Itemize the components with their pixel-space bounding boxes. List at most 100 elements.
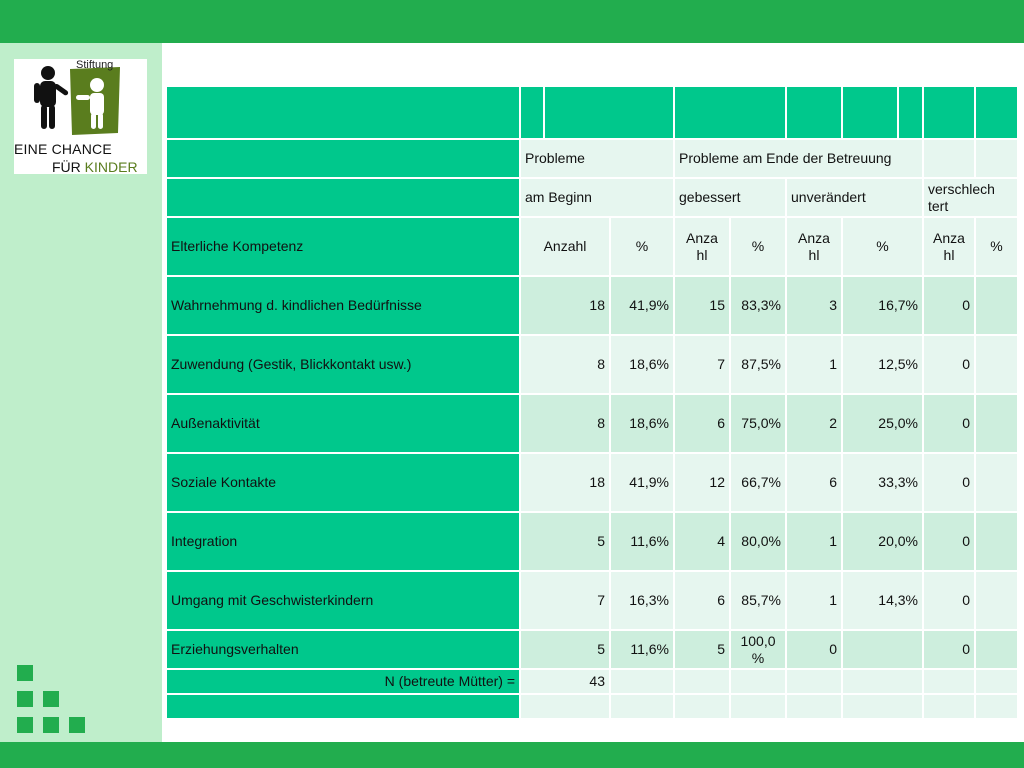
cell-verschlechtert-pct (974, 334, 1019, 395)
col-pct: % (974, 216, 1019, 277)
col-pct: % (609, 216, 675, 277)
logo-fuer-text: FÜR (52, 159, 85, 175)
table-row: Umgang mit Geschwisterkindern 7 16,3% 6 … (165, 570, 1019, 631)
row-label: Umgang mit Geschwisterkindern (165, 570, 521, 631)
header-probleme-ende: Probleme am Ende der Betreuung (673, 138, 924, 179)
cell-gebessert: 7 (673, 334, 731, 395)
cell-unveraendert: 1 (785, 334, 843, 395)
row-label: Wahrnehmung d. kindlichen Bedürfnisse (165, 275, 521, 336)
decor-square (69, 717, 85, 733)
cell-gebessert: 6 (673, 570, 731, 631)
cell-anzahl: 7 (519, 570, 611, 631)
logo-title-line2: FÜR KINDER (52, 159, 138, 175)
cell-unveraendert-pct: 20,0% (841, 511, 924, 572)
cell-gebessert-pct: 80,0% (729, 511, 787, 572)
footer-row-n: N (betreute Mütter) = 43 (165, 668, 1019, 695)
table-row: Soziale Kontakte 18 41,9% 12 66,7% 6 33,… (165, 452, 1019, 513)
cell-unveraendert: 3 (785, 275, 843, 336)
cell-verschlechtert: 0 (922, 334, 976, 395)
table-title: Elterliche Kompetenz (165, 216, 521, 277)
cell-verschlechtert-pct (974, 393, 1019, 454)
col-anzahl: Anza hl (922, 216, 976, 277)
cell-unveraendert: 6 (785, 452, 843, 513)
competence-table: Probleme Probleme am Ende der Betreuung … (165, 85, 1019, 720)
decor-square (17, 717, 33, 733)
header-row-probleme: Probleme Probleme am Ende der Betreuung (165, 138, 1019, 179)
col-pct: % (841, 216, 924, 277)
cell-unveraendert: 1 (785, 511, 843, 572)
decor-square (43, 717, 59, 733)
table-row: Zuwendung (Gestik, Blickkontakt usw.) 8 … (165, 334, 1019, 395)
cell-pct: 18,6% (609, 393, 675, 454)
cell-pct: 41,9% (609, 275, 675, 336)
foundation-logo: Stiftung EINE CHANCE FÜR KINDER (14, 59, 147, 175)
cell-verschlechtert: 0 (922, 570, 976, 631)
cell-unveraendert-pct: 25,0% (841, 393, 924, 454)
cell-anzahl: 18 (519, 452, 611, 513)
cell-unveraendert-pct: 12,5% (841, 334, 924, 395)
table-row: Erziehungsverhalten 5 11,6% 5 100,0 % 0 … (165, 629, 1019, 670)
cell-gebessert-pct: 83,3% (729, 275, 787, 336)
cell-anzahl: 18 (519, 275, 611, 336)
cell-verschlechtert: 0 (922, 452, 976, 513)
header-row-columns: Elterliche Kompetenz Anzahl % Anza hl % … (165, 216, 1019, 277)
row-label: Zuwendung (Gestik, Blickkontakt usw.) (165, 334, 521, 395)
cell-unveraendert-pct: 16,7% (841, 275, 924, 336)
cell-verschlechtert: 0 (922, 511, 976, 572)
col-anzahl: Anza hl (785, 216, 843, 277)
cell-pct: 41,9% (609, 452, 675, 513)
header-unveraendert: unverändert (785, 177, 924, 218)
bottom-bar (0, 742, 1024, 768)
cell-anzahl: 5 (519, 629, 611, 670)
col-pct: % (729, 216, 787, 277)
cell-pct: 11,6% (609, 511, 675, 572)
cell-gebessert: 15 (673, 275, 731, 336)
cell-gebessert-pct: 100,0 % (729, 629, 787, 670)
decor-square (17, 691, 33, 707)
cell-pct: 18,6% (609, 334, 675, 395)
logo-kinder-text: KINDER (84, 159, 138, 175)
cell-verschlechtert: 0 (922, 275, 976, 336)
footer-n-label: N (betreute Mütter) = (165, 668, 521, 695)
header-am-beginn: am Beginn (519, 177, 675, 218)
table-row: Außenaktivität 8 18,6% 6 75,0% 2 25,0% 0 (165, 393, 1019, 454)
header-row-empty (165, 85, 1019, 140)
cell-anzahl: 8 (519, 334, 611, 395)
row-label: Außenaktivität (165, 393, 521, 454)
cell-verschlechtert-pct (974, 570, 1019, 631)
footer-row-empty (165, 693, 1019, 720)
row-label: Soziale Kontakte (165, 452, 521, 513)
cell-unveraendert: 1 (785, 570, 843, 631)
col-anzahl: Anzahl (519, 216, 611, 277)
header-gebessert: gebessert (673, 177, 787, 218)
logo-stiftung-text: Stiftung (76, 59, 114, 71)
decor-square (43, 691, 59, 707)
cell-verschlechtert-pct (974, 511, 1019, 572)
cell-pct: 11,6% (609, 629, 675, 670)
cell-verschlechtert-pct (974, 629, 1019, 670)
cell-gebessert-pct: 85,7% (729, 570, 787, 631)
children-figures-icon (34, 66, 120, 135)
row-label: Integration (165, 511, 521, 572)
cell-gebessert: 12 (673, 452, 731, 513)
header-probleme: Probleme (519, 138, 675, 179)
cell-verschlechtert-pct (974, 275, 1019, 336)
cell-gebessert-pct: 75,0% (729, 393, 787, 454)
cell-gebessert: 4 (673, 511, 731, 572)
cell-gebessert: 5 (673, 629, 731, 670)
cell-verschlechtert: 0 (922, 629, 976, 670)
cell-gebessert-pct: 66,7% (729, 452, 787, 513)
header-verschlechtert: verschlech tert (922, 177, 1019, 218)
cell-unveraendert-pct (841, 629, 924, 670)
cell-verschlechtert-pct (974, 452, 1019, 513)
table-row: Wahrnehmung d. kindlichen Bedürfnisse 18… (165, 275, 1019, 336)
top-bar (0, 0, 1024, 43)
cell-gebessert: 6 (673, 393, 731, 454)
logo-title-line1: EINE CHANCE (14, 141, 112, 157)
cell-anzahl: 5 (519, 511, 611, 572)
cell-unveraendert: 0 (785, 629, 843, 670)
cell-anzahl: 8 (519, 393, 611, 454)
col-anzahl: Anza hl (673, 216, 731, 277)
decor-square (17, 665, 33, 681)
cell-unveraendert-pct: 33,3% (841, 452, 924, 513)
